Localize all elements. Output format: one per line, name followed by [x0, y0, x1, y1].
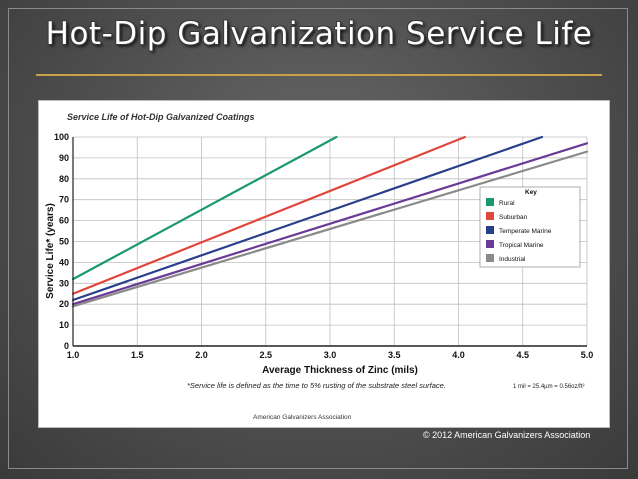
legend-label-rural: Rural	[499, 200, 515, 207]
legend: Key Rural Suburban Temperate Marine Tropica…	[479, 186, 581, 268]
series-line-suburban	[71, 135, 467, 295]
y-tick-label: 0	[64, 341, 69, 351]
y-axis-label: Service Life* (years)	[45, 203, 56, 299]
slide-title: Hot-Dip Galvanization Service Life	[45, 16, 593, 52]
service-life-chart: Service Life of Hot-Dip Galvanized Coati…	[45, 112, 593, 421]
legend-box	[479, 186, 581, 268]
x-tick-label: 2.5	[259, 350, 272, 360]
legend-swatch-rural	[486, 198, 494, 206]
y-tick-label: 10	[59, 320, 69, 330]
legend-swatch-suburban	[486, 212, 494, 220]
y-tick-label: 60	[59, 216, 69, 226]
y-tick-label: 30	[59, 278, 69, 288]
x-tick-label: 3.0	[324, 350, 337, 360]
copyright-text: © 2012 American Galvanizers Association	[423, 430, 591, 440]
legend-swatch-tropical-marine	[486, 240, 494, 248]
y-tick-label: 50	[59, 237, 69, 247]
legend-title: Key	[525, 189, 537, 196]
conversion-note: 1 mil = 25.4µm = 0.56oz/ft²	[513, 384, 585, 390]
chart-panel: Service Life of Hot-Dip Galvanized Coati…	[38, 100, 610, 428]
chart-title: Service Life of Hot-Dip Galvanized Coati…	[67, 112, 255, 122]
legend-label-temperate-marine: Temperate Marine	[499, 228, 552, 235]
series-line-temperate-marine	[71, 135, 544, 302]
y-tick-label: 80	[59, 174, 69, 184]
x-tick-label: 4.0	[452, 350, 465, 360]
x-tick-label: 2.0	[195, 350, 208, 360]
series-line-industrial	[71, 150, 589, 308]
y-tick-label: 70	[59, 195, 69, 205]
legend-label-suburban: Suburban	[499, 214, 528, 221]
slide-frame	[8, 8, 628, 469]
legend-swatch-industrial	[486, 254, 494, 262]
x-tick-label: 5.0	[581, 350, 594, 360]
x-axis-label: Average Thickness of Zinc (mils)	[262, 365, 418, 376]
y-tick-label: 100	[54, 132, 69, 142]
source-credit: American Galvanizers Association	[253, 414, 352, 421]
y-tick-label: 40	[59, 257, 69, 267]
x-tick-label: 4.5	[516, 350, 529, 360]
series-line-tropical-marine	[71, 142, 589, 306]
x-tick-label: 3.5	[388, 350, 401, 360]
x-tick-label: 1.0	[67, 350, 80, 360]
legend-swatch-temperate-marine	[486, 226, 494, 234]
x-tick-label: 1.5	[131, 350, 144, 360]
title-rule	[36, 74, 602, 76]
series-line-rural	[71, 135, 338, 281]
y-tick-label: 90	[59, 153, 69, 163]
legend-label-industrial: Industrial	[499, 256, 526, 263]
y-tick-label: 20	[59, 299, 69, 309]
legend-label-tropical-marine: Tropical Marine	[499, 242, 544, 249]
footnote: *Service life is defined as the time to …	[187, 381, 446, 390]
series-layer	[71, 135, 589, 308]
axis-layer: 1.0 1.5 2.0 2.5 3.0 3.5 4.0 4.5 5.0 0 10 20 30 40 50 60…	[54, 132, 593, 360]
